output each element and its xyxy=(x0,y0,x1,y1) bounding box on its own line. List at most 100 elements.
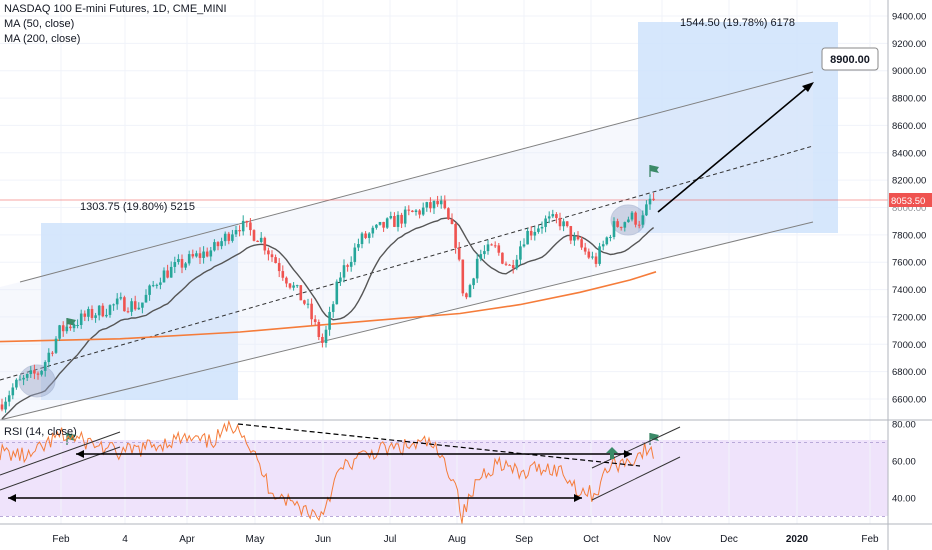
candle-body xyxy=(339,277,342,282)
candle-body xyxy=(576,236,580,240)
ma200-legend[interactable]: MA (200, close) xyxy=(4,33,81,45)
price-axis-tick: 9000.00 xyxy=(892,66,926,77)
candle-body xyxy=(648,198,652,205)
candle-body xyxy=(123,297,126,312)
candle-body xyxy=(407,209,411,211)
rsi-axis-tick: 40.00 xyxy=(892,494,916,505)
candle-body xyxy=(616,221,619,227)
candle-body xyxy=(414,210,418,212)
rsi-channel-lower xyxy=(591,456,681,501)
price-axis-tick: 8800.00 xyxy=(892,94,926,105)
candle-body xyxy=(497,245,501,253)
candle-body xyxy=(11,387,15,396)
target-callout[interactable]: 8900.00 xyxy=(821,47,879,71)
candle-body xyxy=(313,319,317,322)
candle-body xyxy=(457,247,461,260)
candle-body xyxy=(375,224,378,228)
candle-body xyxy=(299,285,303,301)
annotation-left-measure: 1303.75 (19.80%) 5215 xyxy=(80,201,195,213)
candle-body xyxy=(522,244,526,247)
channel-mid-line xyxy=(0,145,814,381)
candle-body xyxy=(472,278,475,286)
price-axis-tick: 7200.00 xyxy=(892,312,926,323)
rsi-channel-upper xyxy=(591,426,681,469)
candle-body xyxy=(87,308,90,317)
candle-body xyxy=(173,262,177,267)
candle-body xyxy=(465,293,468,298)
candle-body xyxy=(504,263,508,265)
candle-body xyxy=(198,253,202,258)
candle-body xyxy=(342,265,346,278)
candle-body xyxy=(429,202,432,209)
candle-body xyxy=(180,258,184,268)
time-axis-tick: Feb xyxy=(861,534,879,545)
candle-body xyxy=(112,304,115,306)
candle-body xyxy=(619,226,623,228)
projection-box-right xyxy=(638,22,838,233)
candle-body xyxy=(475,258,479,279)
rsi-arrow-lower-head-left xyxy=(8,494,16,502)
rsi-axis-tick: 60.00 xyxy=(892,457,916,468)
candle-body xyxy=(155,284,159,286)
candle-body xyxy=(220,241,223,247)
candle-body xyxy=(94,315,97,318)
rsi-band xyxy=(0,440,888,516)
candle-body xyxy=(97,305,101,316)
candle-body xyxy=(526,230,529,245)
price-axis-tick: 8400.00 xyxy=(892,148,926,159)
candle-body xyxy=(569,226,573,241)
candle-body xyxy=(321,336,324,343)
candle-body xyxy=(241,220,245,232)
candle-body xyxy=(252,230,256,241)
ma50-legend[interactable]: MA (50, close) xyxy=(4,18,75,30)
candle-body xyxy=(310,303,313,320)
candle-body xyxy=(51,352,54,354)
candle-body xyxy=(191,254,195,257)
rsi-legend[interactable]: RSI (14, close) xyxy=(4,426,77,438)
candle-body xyxy=(195,253,198,257)
candle-body xyxy=(382,221,385,228)
candle-body xyxy=(551,214,555,217)
candle-body xyxy=(36,373,40,375)
candle-body xyxy=(594,256,598,264)
symbol-title[interactable]: NASDAQ 100 E-mini Futures, 1D, CME_MINI xyxy=(4,3,227,15)
candle-body xyxy=(573,236,576,241)
candle-body xyxy=(378,221,382,225)
candle-body xyxy=(540,226,544,229)
candle-body xyxy=(267,250,270,255)
candle-body xyxy=(544,218,547,227)
candle-body xyxy=(605,237,609,245)
candle-body xyxy=(263,237,267,251)
candle-body xyxy=(468,285,472,298)
candle-body xyxy=(119,297,123,299)
candle-body xyxy=(385,218,389,228)
candle-body xyxy=(425,202,429,208)
candle-body xyxy=(450,219,454,225)
candle-body xyxy=(436,201,439,205)
candle-body xyxy=(83,313,87,317)
candle-body xyxy=(623,222,627,228)
candle-body xyxy=(432,201,436,209)
candle-body xyxy=(202,251,205,258)
candle-body xyxy=(274,257,277,264)
candle-body xyxy=(393,216,396,227)
candle-body xyxy=(389,216,393,219)
candle-body xyxy=(349,261,353,267)
price-axis-tick: 8000.00 xyxy=(892,203,926,214)
candle-body xyxy=(7,395,11,402)
time-axis-tick: Dec xyxy=(720,534,738,545)
candle-body xyxy=(245,220,249,223)
candle-body xyxy=(126,311,130,313)
candle-body xyxy=(65,326,69,332)
candle-body xyxy=(400,214,403,224)
projection-arrow-head xyxy=(802,82,814,92)
candle-body xyxy=(447,208,450,220)
target-callout-box xyxy=(821,47,879,71)
candle-body xyxy=(580,239,583,248)
candle-body xyxy=(4,401,7,410)
candle-body xyxy=(58,325,61,339)
candle-body xyxy=(205,251,209,257)
annotation-right-measure: 1544.50 (19.78%) 6178 xyxy=(680,17,795,29)
candle-body xyxy=(43,362,47,371)
